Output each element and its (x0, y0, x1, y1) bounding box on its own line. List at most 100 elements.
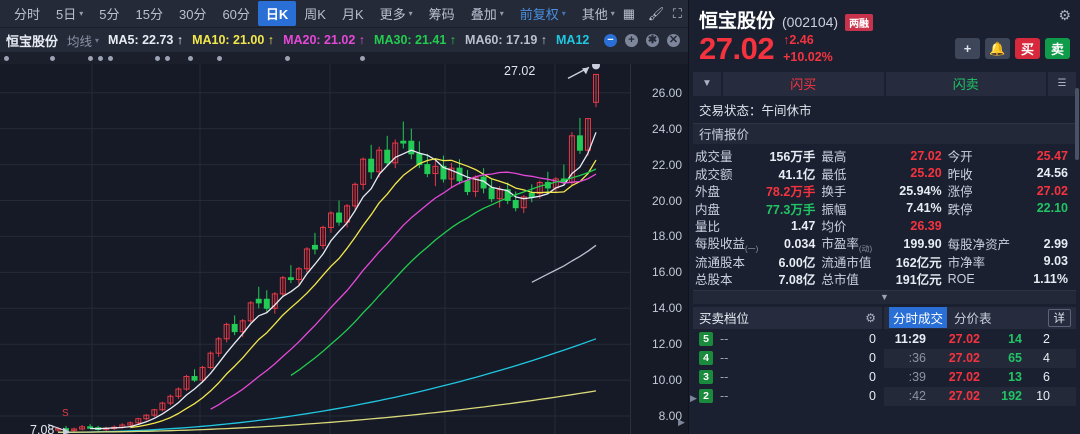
orderbook-title-cell: 买卖档位 ⚙ (693, 306, 882, 329)
toolbar-item-5日[interactable]: 5日 ▾ (48, 1, 91, 26)
toolbar-item-60分[interactable]: 60分 (214, 1, 257, 26)
quote-label: 内盘 (695, 202, 721, 217)
orderbook-gear-icon[interactable]: ⚙ (865, 310, 876, 325)
level-price: -- (720, 351, 729, 365)
quote-label: 成交额 (695, 167, 733, 182)
sell-button[interactable]: 卖 (1045, 38, 1070, 60)
chevron-down-icon: ▾ (408, 9, 413, 18)
close-icon[interactable]: ✕ (667, 33, 680, 47)
fullscreen-icon[interactable]: ⛶ (672, 6, 682, 21)
quote-value: 1.11% (1033, 271, 1068, 286)
toolbar-item-月K[interactable]: 月K (334, 1, 372, 26)
expand-more-icon[interactable]: ▼ (693, 289, 1076, 304)
orderbook-lists: 5 -- 0 4 -- 0 3 -- 0 2 -- 0 11:29 27.02 14 2:36 27.02 65… (693, 330, 1076, 406)
ma-value-MA12: MA12 (556, 33, 590, 47)
quote-price-row: 27.02 ↑2.46 +10.02% + 🔔 买 卖 (699, 32, 1070, 66)
news-dot[interactable] (4, 56, 9, 61)
tick-trade-row[interactable]: :42 27.02 192 10 (884, 386, 1076, 406)
quote-label-sub: (动) (858, 244, 873, 254)
toolbar-item-日K[interactable]: 日K (257, 1, 297, 26)
toolbar-item-周K[interactable]: 周K (296, 1, 334, 26)
news-dot[interactable] (88, 56, 93, 61)
toolbar-item-其他[interactable]: 其他 ▾ (574, 1, 623, 26)
toolbar-item-前复权[interactable]: 前复权 ▾ (512, 1, 574, 26)
chevron-down-icon: ▾ (95, 35, 100, 45)
candlestick-chart[interactable]: S 27.02 7.08 26.00 24.00 22.00 20.00 18.00 16… (0, 64, 688, 434)
buy-button[interactable]: 买 (1015, 38, 1040, 60)
panel-gear-icon[interactable]: ⚙ (1058, 7, 1071, 23)
quote-stats-grid: 成交量 156万手 最高 27.02 今开 25.47 成交额 41.1亿 最低 25.20 昨收 2… (693, 145, 1076, 289)
toolbar-item-叠加[interactable]: 叠加 ▾ (463, 1, 512, 26)
trading-status: 交易状态：午间休市 (693, 98, 1076, 121)
level-quantity: 0 (869, 370, 876, 384)
chart-plot-area[interactable]: S 27.02 7.08 (0, 64, 630, 434)
quote-label: 振幅 (821, 202, 847, 217)
toolbar-item-30分[interactable]: 30分 (171, 1, 214, 26)
detail-button[interactable]: 详 (1047, 308, 1071, 327)
minus-icon[interactable]: − (604, 33, 617, 47)
toolbar-item-5分[interactable]: 5分 (91, 1, 127, 26)
level-badge: 5 (699, 332, 713, 346)
brush-icon[interactable]: 🖌 (647, 6, 665, 21)
quote-label: 总股本 (695, 273, 733, 288)
news-dot[interactable] (155, 56, 160, 61)
news-dot[interactable] (165, 56, 170, 61)
orderbook-level-row[interactable]: 2 -- 0 (693, 387, 882, 406)
flash-sell-button[interactable]: 闪卖 (885, 71, 1046, 96)
tick-count: 10 (1036, 389, 1050, 403)
chart-scroll-right[interactable] (678, 412, 688, 434)
flash-dropdown-icon[interactable]: ▼ (693, 71, 721, 96)
tick-trade-row[interactable]: 11:29 27.02 14 2 (884, 330, 1076, 349)
news-dot[interactable] (360, 56, 365, 61)
news-dot-row (0, 52, 688, 64)
price-tick: 12.00 (651, 337, 682, 352)
toolbar-item-label: 分时 (14, 7, 41, 22)
panel-scrollbar[interactable] (1073, 88, 1080, 288)
gear-icon[interactable]: ✱ (646, 33, 659, 47)
news-dot[interactable] (217, 56, 222, 61)
tab-price-table[interactable]: 分价表 (954, 312, 992, 326)
tab-tick-trades[interactable]: 分时成交 (889, 307, 948, 328)
quote-value: 6.00亿 (778, 255, 816, 270)
toolbar-item-label: 30分 (178, 7, 207, 22)
panel-collapse-arrow[interactable]: ▶ (690, 393, 697, 403)
news-dot[interactable] (188, 56, 193, 61)
quote-stock-code: (002104) (782, 14, 839, 30)
toolbar-item-label: 叠加 (470, 7, 497, 22)
tick-trade-row[interactable]: :39 27.02 13 6 (884, 368, 1076, 387)
tick-trade-row[interactable]: :36 27.02 65 4 (884, 348, 1076, 368)
plus-icon[interactable]: + (625, 33, 638, 47)
tick-count: 6 (1043, 370, 1050, 384)
indicator-selector[interactable]: 均线 ▾ (67, 31, 99, 50)
toolbar-item-15分[interactable]: 15分 (128, 1, 171, 26)
quote-label: 均价 (821, 220, 847, 235)
quick-action-buttons: + 🔔 买 卖 (955, 38, 1070, 60)
news-dot[interactable] (285, 56, 290, 61)
tick-volume: 14 (1008, 332, 1022, 346)
grid-icon[interactable]: ▦ (622, 6, 636, 21)
orderbook-level-row[interactable]: 4 -- 0 (693, 349, 882, 368)
quote-value: 26.39 (910, 218, 942, 233)
quote-value: 22.10 (1036, 201, 1068, 216)
add-to-watchlist-button[interactable]: + (955, 38, 980, 60)
toolbar-item-分时[interactable]: 分时 (6, 1, 48, 26)
quote-value: 156万手 (769, 150, 816, 165)
level-price: -- (720, 389, 729, 403)
bell-icon[interactable]: 🔔 (985, 38, 1010, 60)
menu-icon[interactable]: ☰ (1048, 71, 1076, 96)
quote-value: 1.47 (790, 218, 816, 233)
news-dot[interactable] (108, 56, 113, 61)
orderbook-level-row[interactable]: 3 -- 0 (693, 368, 882, 387)
chevron-down-icon: ▾ (79, 9, 84, 18)
toolbar-item-更多[interactable]: 更多 ▾ (372, 1, 421, 26)
news-dot[interactable] (50, 56, 55, 61)
quote-label: 涨停 (947, 185, 973, 200)
news-dot[interactable] (98, 56, 103, 61)
orderbook-level-row[interactable]: 5 -- 0 (693, 330, 882, 349)
quote-panel: ⚙ 恒宝股份 (002104) 两融 27.02 ↑2.46 +10.02% +… (688, 0, 1080, 434)
price-tick: 14.00 (651, 301, 682, 316)
quote-value: 7.08亿 (778, 273, 816, 288)
flash-buy-button[interactable]: 闪买 (723, 71, 884, 96)
toolbar-item-筹码[interactable]: 筹码 (421, 1, 463, 26)
